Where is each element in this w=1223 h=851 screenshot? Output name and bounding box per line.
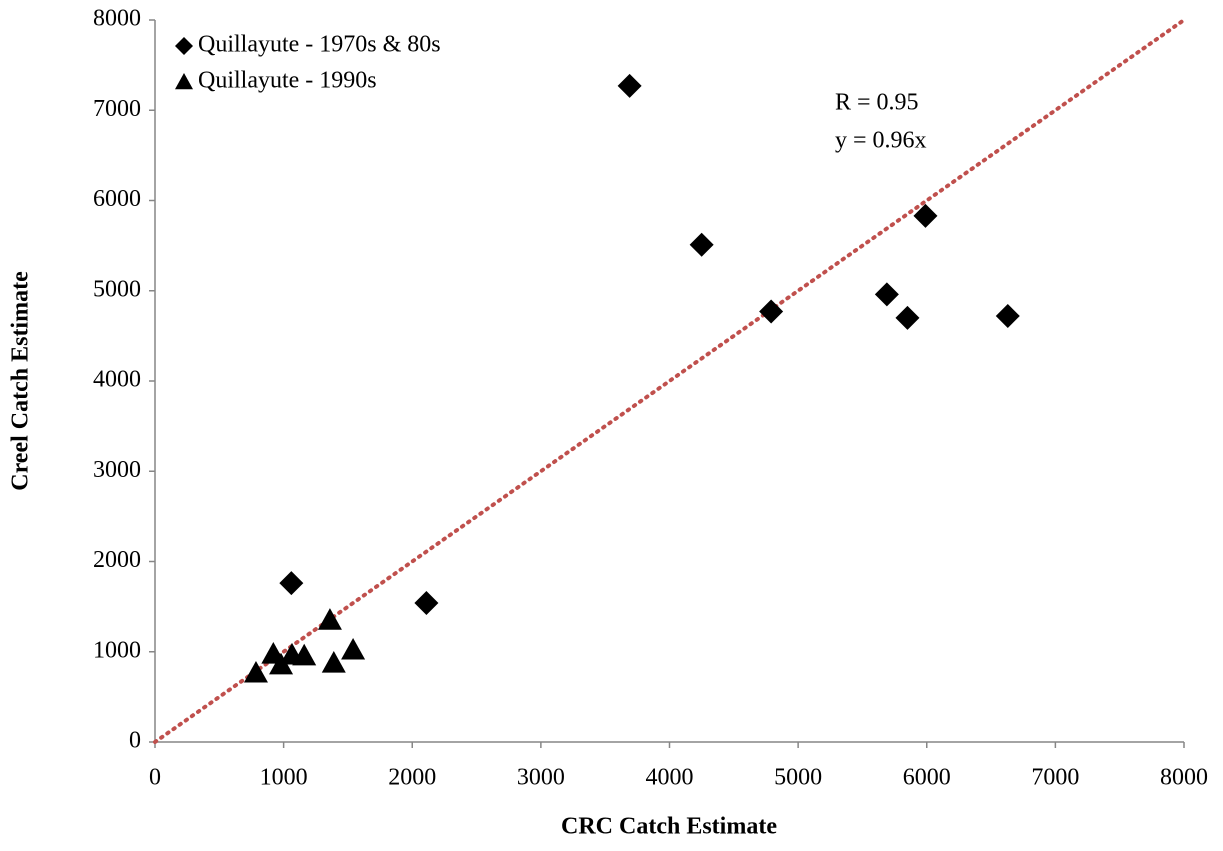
point (913, 203, 938, 228)
annotation: R = 0.95 (835, 90, 919, 116)
y-tick-label: 3000 (93, 457, 141, 483)
point (874, 282, 899, 307)
point (759, 299, 784, 324)
y-tick-label: 0 (129, 728, 141, 754)
point (617, 73, 642, 98)
x-axis-title: CRC Catch Estimate (561, 814, 777, 840)
legend-label: Quillayute - 1990s (198, 68, 377, 94)
y-tick-label: 7000 (93, 96, 141, 122)
y-tick-label: 6000 (93, 186, 141, 212)
legend-marker (175, 37, 193, 55)
point (292, 643, 317, 666)
x-tick-label: 8000 (1160, 765, 1208, 791)
point (414, 591, 439, 616)
y-tick-label: 5000 (93, 276, 141, 302)
point (243, 660, 268, 683)
y-tick-label: 8000 (93, 6, 141, 32)
point (895, 305, 920, 330)
point (317, 608, 342, 630)
x-tick-label: 1000 (260, 765, 308, 791)
x-tick-label: 4000 (646, 765, 694, 791)
y-tick-label: 1000 (93, 637, 141, 663)
point (341, 637, 366, 660)
trendline (153, 18, 1186, 744)
point (689, 232, 714, 257)
y-tick-label: 4000 (93, 367, 141, 393)
x-tick-label: 0 (149, 765, 161, 791)
point (995, 304, 1020, 329)
y-tick-label: 2000 (93, 547, 141, 573)
x-tick-label: 2000 (388, 765, 436, 791)
x-tick-label: 3000 (517, 765, 565, 791)
x-tick-label: 7000 (1031, 765, 1079, 791)
point (321, 651, 346, 673)
x-tick-label: 5000 (774, 765, 822, 791)
point (279, 571, 304, 596)
legend-label: Quillayute - 1970s & 80s (198, 32, 441, 58)
y-axis-title: Creel Catch Estimate (8, 271, 34, 491)
legend-marker (175, 73, 193, 90)
x-tick-label: 6000 (903, 765, 951, 791)
annotation: y = 0.96x (835, 128, 927, 154)
